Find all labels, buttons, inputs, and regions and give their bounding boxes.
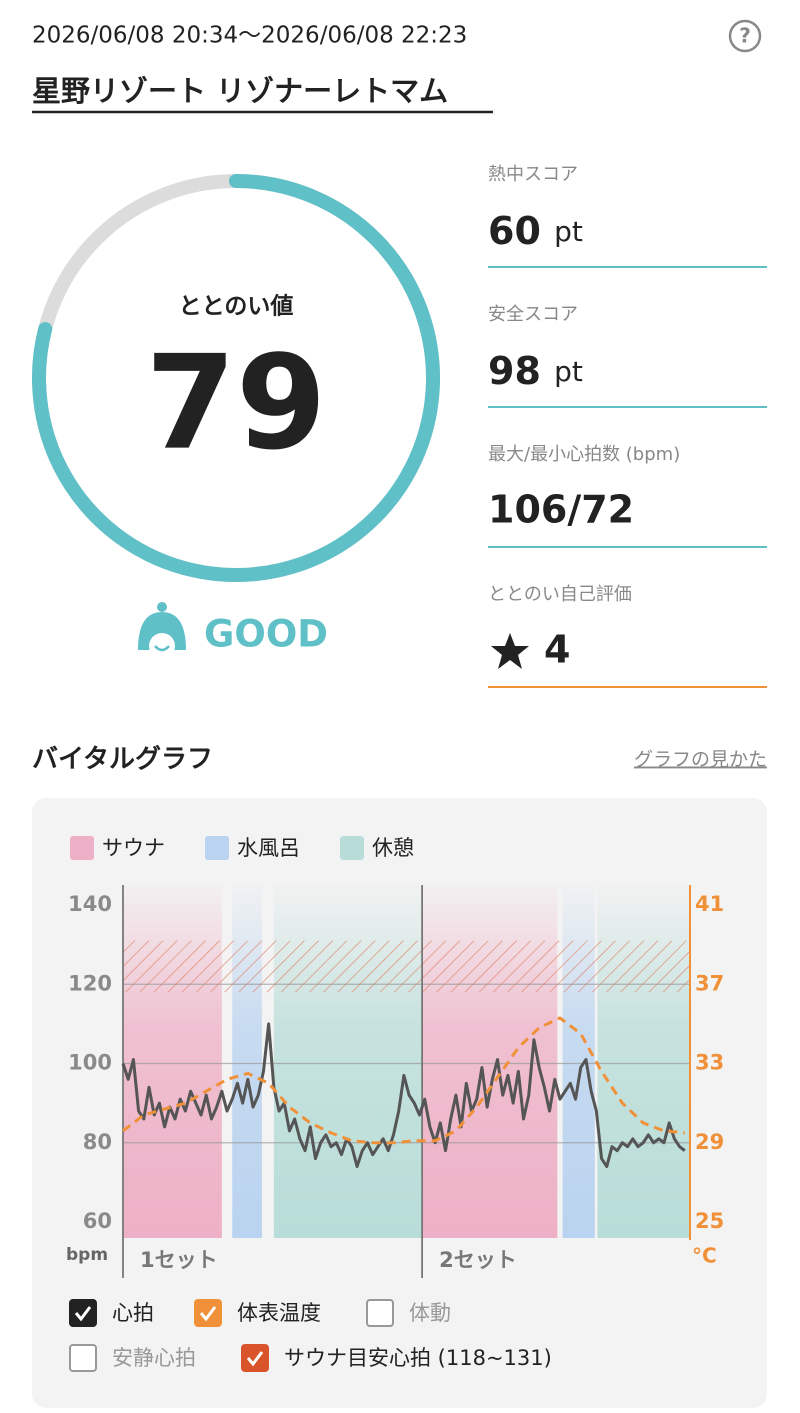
chart: サウナ 水風呂 休憩 60 80 100 120 140 25 29 33 37 41 bpm °C 1セット… bbox=[66, 836, 724, 1372]
checkmark bbox=[199, 1306, 217, 1322]
y2-tick-label: 25 bbox=[695, 1209, 724, 1233]
y2-tick-label: 33 bbox=[695, 1051, 724, 1075]
good-icon bbox=[138, 602, 186, 659]
stat-value: 106/72 bbox=[488, 488, 634, 532]
phase-band bbox=[562, 885, 595, 1238]
target-zone bbox=[123, 940, 690, 993]
toggle-label[interactable]: 心拍 bbox=[112, 1301, 154, 1325]
phase-band bbox=[232, 885, 262, 1238]
stat-label: 最大/最小心拍数 (bpm) bbox=[488, 444, 680, 465]
y2-tick-label: 29 bbox=[695, 1130, 724, 1154]
phase-band bbox=[597, 885, 690, 1238]
set-label: 1セット bbox=[140, 1248, 218, 1272]
checkbox[interactable] bbox=[69, 1344, 97, 1372]
legend-label: 休憩 bbox=[372, 836, 414, 860]
set-label: 2セット bbox=[439, 1248, 517, 1272]
stat-label: 安全スコア bbox=[488, 304, 578, 325]
star-icon bbox=[491, 633, 529, 669]
legend-label: 水風呂 bbox=[237, 836, 300, 860]
y2-tick-label: 37 bbox=[695, 971, 724, 995]
temperature-line bbox=[122, 1016, 685, 1145]
y-tick-label: 60 bbox=[83, 1209, 112, 1233]
graph-title: バイタルグラフ bbox=[32, 745, 213, 775]
score-ring bbox=[32, 174, 440, 582]
help-icon[interactable] bbox=[728, 19, 762, 53]
stat-value: 98 pt bbox=[488, 349, 583, 393]
heart-rate-line bbox=[121, 1022, 686, 1169]
legend-label: サウナ bbox=[102, 836, 165, 860]
facility: 星野リゾート リゾナーレトマム bbox=[32, 74, 448, 108]
y2-tick-label: 41 bbox=[695, 892, 724, 916]
legend-swatch bbox=[340, 836, 364, 860]
y-tick-label: 100 bbox=[68, 1051, 112, 1075]
graph-help-link[interactable]: グラフの見かた bbox=[634, 749, 767, 771]
toggle-label[interactable]: 安静心拍 bbox=[112, 1346, 196, 1370]
score-status: GOOD bbox=[204, 613, 328, 656]
toggle-label[interactable]: 体動 bbox=[409, 1301, 451, 1325]
phase-band bbox=[123, 885, 222, 1238]
checkbox[interactable] bbox=[366, 1299, 394, 1327]
y2-unit: °C bbox=[692, 1244, 717, 1268]
y-tick-label: 120 bbox=[68, 971, 112, 995]
y-tick-label: 140 bbox=[68, 892, 112, 916]
legend-swatch bbox=[70, 836, 94, 860]
help-text[interactable]: ? bbox=[739, 24, 751, 48]
score-value: 79 bbox=[146, 327, 327, 479]
stat-value: 60 pt bbox=[488, 209, 583, 253]
checkbox[interactable] bbox=[69, 1299, 97, 1327]
checkmark bbox=[246, 1351, 264, 1367]
stat-label: ととのい自己評価 bbox=[488, 584, 632, 605]
legend-swatch bbox=[205, 836, 229, 860]
y-tick-label: 80 bbox=[83, 1130, 112, 1154]
date-range: 2026/06/08 20:34～2026/06/08 22:23 bbox=[32, 23, 467, 49]
stat-value: 4 bbox=[544, 628, 570, 672]
phase-band bbox=[273, 885, 423, 1238]
checkbox[interactable] bbox=[194, 1299, 222, 1327]
stat-label: 熱中スコア bbox=[488, 164, 578, 185]
y-unit: bpm bbox=[66, 1245, 108, 1265]
checkbox[interactable] bbox=[241, 1344, 269, 1372]
checkmark bbox=[74, 1306, 92, 1322]
score-label: ととのい値 bbox=[179, 294, 294, 320]
toggle-label[interactable]: 体表温度 bbox=[237, 1301, 321, 1325]
toggle-label[interactable]: サウナ目安心拍 (118~131) bbox=[284, 1346, 552, 1370]
